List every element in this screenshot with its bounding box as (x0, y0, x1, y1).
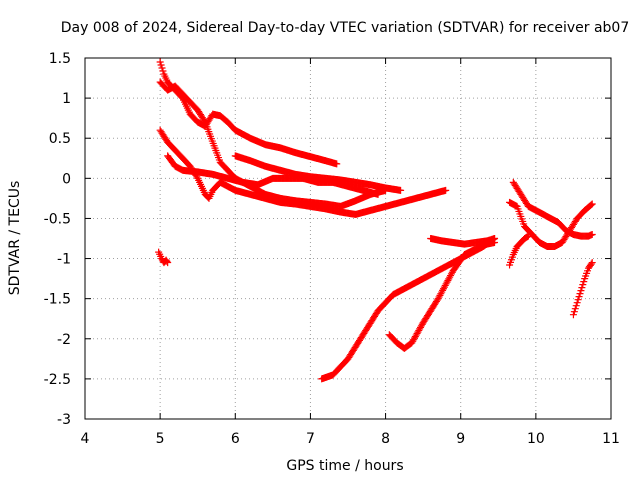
series-arc11 (506, 198, 596, 251)
data-point (575, 293, 583, 301)
series-arc12 (506, 232, 532, 269)
data-point (157, 61, 165, 69)
data-point (570, 308, 578, 316)
data-point (588, 230, 596, 238)
data-point (587, 201, 595, 209)
data-point (523, 233, 531, 241)
data-point (524, 232, 532, 240)
data-point (574, 296, 582, 304)
y-tick-label: 1.5 (49, 51, 71, 67)
series-arc5 (231, 152, 405, 194)
data-point (159, 67, 167, 75)
series-arc3 (156, 126, 450, 218)
x-tick-label: 4 (81, 431, 90, 447)
data-point (333, 160, 341, 168)
y-tick-label: -3 (57, 412, 71, 428)
data-point (569, 311, 577, 319)
y-tick-label: -2 (57, 332, 71, 348)
series-arc9 (427, 235, 499, 248)
x-tick-label: 7 (306, 431, 315, 447)
data-point (571, 305, 579, 313)
data-point (573, 299, 581, 307)
y-tick-label: 0 (62, 171, 71, 187)
x-tick-label: 9 (456, 431, 465, 447)
y-axis-label: SDTVAR / TECUs (7, 181, 23, 296)
y-tick-label: -2.5 (44, 372, 71, 388)
series-arc8 (385, 239, 499, 352)
x-axis-label: GPS time / hours (286, 458, 403, 474)
x-tick-label: 11 (602, 431, 620, 447)
data-point (580, 278, 588, 286)
data-point (579, 281, 587, 289)
y-tick-label: 0.5 (49, 131, 71, 147)
plot-frame (84, 57, 612, 420)
data-point (158, 64, 166, 72)
series-arc4 (164, 152, 382, 198)
y-tick-label: -0.5 (44, 211, 71, 227)
grid-lines (85, 58, 611, 419)
series-arc10 (509, 178, 596, 240)
y-tick-label: -1 (57, 252, 71, 268)
data-point (588, 200, 596, 208)
data-point (164, 259, 172, 267)
series-arc6 (155, 248, 172, 267)
data-point (578, 284, 586, 292)
data-point (200, 117, 208, 125)
x-tick-label: 10 (527, 431, 545, 447)
x-tick-label: 5 (156, 431, 165, 447)
y-tick-label: 1 (62, 91, 71, 107)
x-tick-label: 6 (231, 431, 240, 447)
series-arc13 (569, 259, 596, 319)
x-tick-label: 8 (381, 431, 390, 447)
data-point (572, 302, 580, 310)
series-arc1 (156, 58, 341, 168)
data-point (163, 257, 171, 265)
data-point (442, 186, 450, 194)
data-point (588, 259, 596, 267)
data-point (374, 190, 382, 198)
chart-title: Day 008 of 2024, Sidereal Day-to-day VTE… (61, 20, 630, 36)
data-point (587, 260, 595, 268)
data-point (576, 290, 584, 298)
data-point (397, 186, 405, 194)
data-point (577, 287, 585, 295)
data-point (156, 58, 164, 66)
axis-ticks: 4 5 6 7 8 9 10 11 1.5 1 0.5 0 -0.5 -1 -1.5 -2 -2.5 -3 (44, 51, 620, 447)
data-point (491, 235, 499, 242)
data-points (155, 58, 596, 383)
series-arc7 (318, 235, 499, 383)
y-tick-label: -1.5 (44, 292, 71, 308)
